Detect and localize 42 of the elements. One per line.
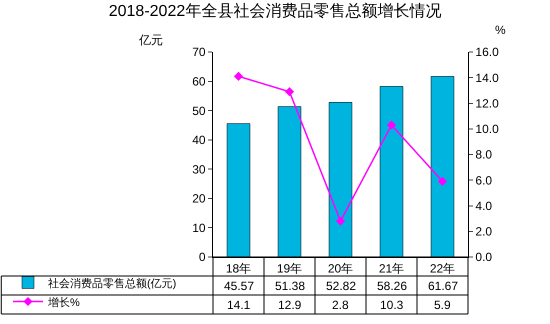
y2-tick-label: 12.0 (475, 96, 500, 110)
data-label: 61.67 (428, 279, 458, 293)
data-label: 14.1 (227, 298, 251, 312)
y2-tick-label: 14.0 (475, 70, 500, 85)
y2-tick-label: 4.0 (475, 198, 492, 213)
y-tick-label: 50 (192, 104, 206, 118)
y2-tick-label: 16.0 (475, 45, 500, 60)
point (234, 72, 244, 81)
point (386, 120, 396, 130)
data-label: 52.82 (326, 279, 356, 293)
y-tick-label: 0 (198, 250, 206, 264)
y2-tick-label: 6.0 (475, 173, 492, 188)
y2-tick-label: 8.0 (475, 148, 492, 162)
y2-axis-title: % (495, 23, 506, 37)
point (336, 216, 346, 226)
data-label: 58.26 (377, 279, 408, 293)
y-tick-label: 20 (192, 192, 206, 206)
legend-label: 社会消费品零售总额(亿元) (48, 276, 176, 290)
y-axis-title: 亿元 (138, 33, 163, 47)
y2-tick-label: 2.0 (475, 224, 492, 239)
y2-tick-label: 10.0 (475, 122, 500, 136)
data-label: 45.57 (224, 279, 254, 293)
point (284, 87, 294, 96)
y2-tick-label: 0.0 (475, 250, 492, 264)
x-tick-label: 21年 (378, 261, 404, 276)
data-label: 5.9 (434, 298, 452, 312)
data-label: 10.3 (380, 298, 404, 312)
point (438, 176, 448, 186)
data-label: 51.38 (275, 279, 306, 293)
x-tick-label: 22年 (430, 261, 456, 276)
x-tick-label: 18年 (226, 261, 252, 276)
legend-label: 增长% (47, 296, 80, 309)
y-tick-label: 60 (192, 74, 206, 88)
chart-title: 2018-2022年全县社会消费品零售总额增长情况 (108, 2, 442, 20)
y-tick-label: 10 (192, 220, 206, 235)
y-tick-label: 70 (192, 45, 206, 60)
y-tick-label: 30 (192, 162, 206, 176)
y-tick-label: 40 (192, 133, 206, 148)
x-tick-label: 19年 (276, 261, 302, 276)
x-tick-label: 20年 (328, 261, 354, 276)
data-label: 12.9 (278, 298, 302, 312)
data-label: 2.8 (332, 298, 350, 312)
